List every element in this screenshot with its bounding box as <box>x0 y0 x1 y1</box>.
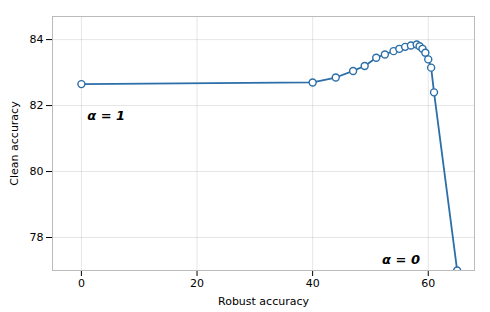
svg-text:α = 0: α = 0 <box>382 252 420 267</box>
svg-text:0: 0 <box>78 277 85 290</box>
svg-text:Clean accuracy: Clean accuracy <box>8 101 21 186</box>
svg-text:Robust accuracy: Robust accuracy <box>218 295 309 308</box>
svg-text:82: 82 <box>30 99 44 112</box>
svg-text:α = 1: α = 1 <box>87 108 125 123</box>
svg-text:84: 84 <box>30 33 44 46</box>
svg-text:78: 78 <box>30 231 44 244</box>
svg-text:20: 20 <box>190 277 204 290</box>
svg-text:80: 80 <box>30 165 44 178</box>
svg-text:60: 60 <box>421 277 435 290</box>
svg-text:40: 40 <box>306 277 320 290</box>
